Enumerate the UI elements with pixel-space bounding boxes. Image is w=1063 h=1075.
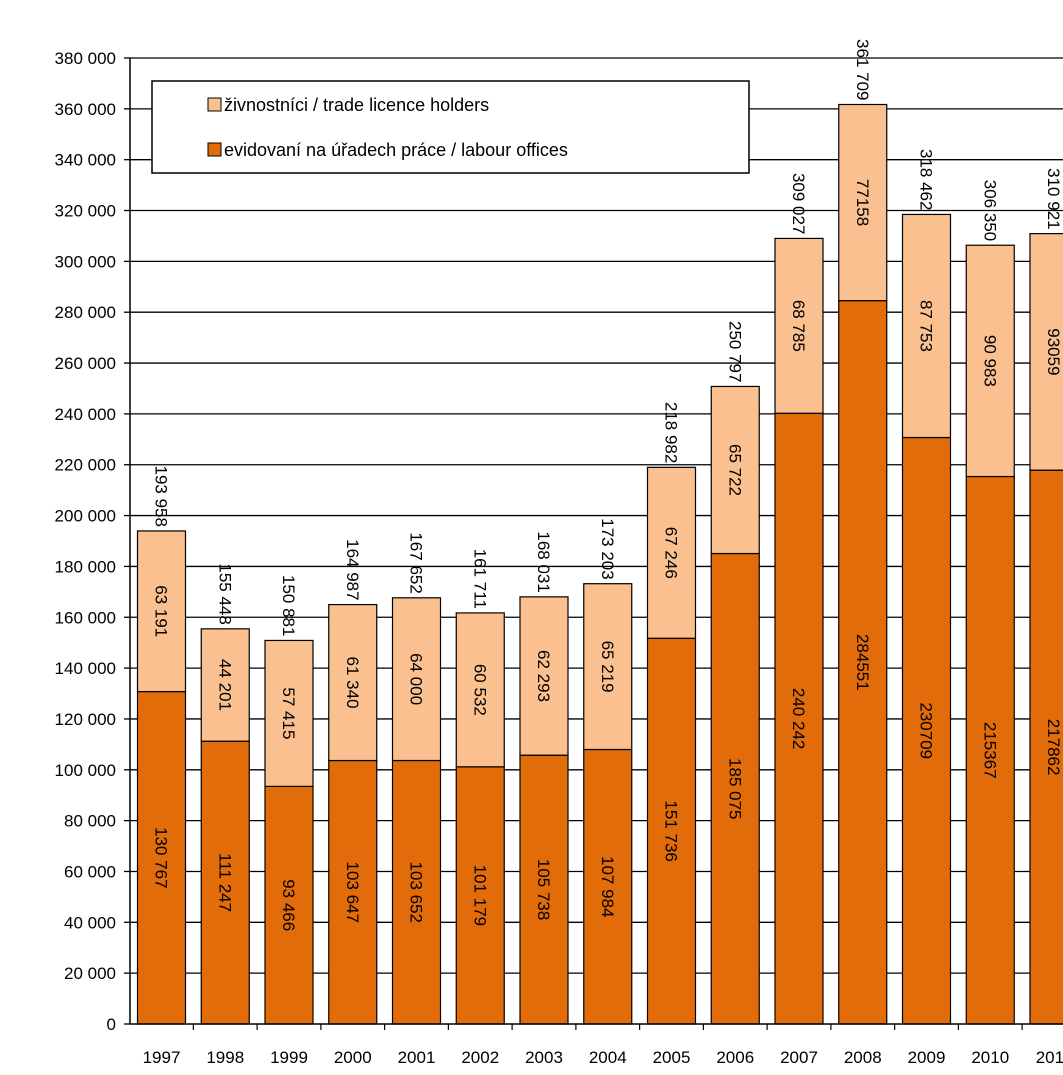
label-total-2002: 161 711 [470,549,489,609]
label-total-1998: 155 448 [215,563,234,624]
y-tick-label: 120 000 [55,710,116,729]
label-labour-offices-2004: 107 984 [598,856,617,917]
x-tick-label: 2007 [780,1048,818,1067]
label-total-2006: 250 797 [725,321,744,382]
label-total-2011: 310 921 [1044,168,1063,229]
y-tick-label: 20 000 [64,964,116,983]
label-trade-licence-2008: 77158 [853,179,872,226]
label-total-2009: 318 462 [917,149,936,210]
x-tick-label: 1998 [206,1048,244,1067]
label-labour-offices-2001: 103 652 [407,862,426,923]
y-tick-label: 260 000 [55,354,116,373]
label-labour-offices-1999: 93 466 [279,879,298,931]
label-labour-offices-2009: 230709 [917,702,936,759]
x-tick-label: 1999 [270,1048,308,1067]
label-trade-licence-2006: 65 722 [725,444,744,496]
y-tick-label: 320 000 [55,202,116,221]
x-tick-label: 2000 [334,1048,372,1067]
legend-swatch-trade-licence [208,98,221,111]
label-trade-licence-2004: 65 219 [598,641,617,693]
label-trade-licence-2001: 64 000 [407,653,426,705]
label-labour-offices-2006: 185 075 [725,758,744,819]
y-tick-label: 340 000 [55,151,116,170]
y-tick-label: 60 000 [64,862,116,881]
y-tick-label: 380 000 [55,49,116,68]
label-total-2001: 167 652 [407,532,426,593]
label-total-2003: 168 031 [534,531,553,592]
legend: živnostníci / trade licence holders evid… [152,81,749,173]
label-labour-offices-2003: 105 738 [534,859,553,920]
y-tick-label: 160 000 [55,608,116,627]
x-tick-label: 2004 [589,1048,627,1067]
label-total-2007: 309 027 [789,173,808,234]
label-trade-licence-2011: 93059 [1044,328,1063,375]
label-trade-licence-1999: 57 415 [279,687,298,739]
label-labour-offices-2010: 215367 [980,722,999,779]
y-tick-label: 140 000 [55,659,116,678]
y-tick-label: 240 000 [55,405,116,424]
label-trade-licence-2007: 68 785 [789,300,808,352]
label-total-1997: 193 958 [152,465,171,526]
x-tick-label: 2001 [398,1048,436,1067]
x-tick-label: 2002 [461,1048,499,1067]
x-tick-label: 2010 [971,1048,1009,1067]
legend-label-labour-offices: evidovaní na úřadech práce / labour offi… [224,140,568,160]
y-tick-label: 200 000 [55,507,116,526]
label-total-2000: 164 987 [343,539,362,600]
label-trade-licence-2009: 87 753 [917,300,936,352]
label-total-2010: 306 350 [980,180,999,241]
label-labour-offices-1997: 130 767 [152,827,171,888]
label-trade-licence-1998: 44 201 [215,659,234,711]
label-total-1999: 150 881 [279,575,298,636]
x-tick-label: 1997 [143,1048,181,1067]
label-trade-licence-1997: 63 191 [152,585,171,637]
label-trade-licence-2000: 61 340 [343,657,362,709]
label-total-2004: 173 203 [598,518,617,579]
y-tick-label: 220 000 [55,456,116,475]
legend-label-trade-licence: živnostníci / trade licence holders [224,95,489,115]
y-tick-label: 80 000 [64,812,116,831]
label-trade-licence-2003: 62 293 [534,650,553,702]
y-tick-label: 0 [107,1015,116,1034]
x-tick-label: 2008 [844,1048,882,1067]
label-trade-licence-2010: 90 983 [980,335,999,387]
y-tick-label: 280 000 [55,303,116,322]
label-labour-offices-2002: 101 179 [470,865,489,926]
y-tick-label: 180 000 [55,557,116,576]
label-labour-offices-1998: 111 247 [215,853,234,912]
y-tick-label: 40 000 [64,913,116,932]
label-labour-offices-2011: 217862 [1044,719,1063,776]
label-trade-licence-2002: 60 532 [470,664,489,716]
x-tick-label: 2009 [908,1048,946,1067]
x-tick-label: 2003 [525,1048,563,1067]
label-total-2005: 218 982 [662,402,681,463]
y-tick-label: 300 000 [55,252,116,271]
label-labour-offices-2000: 103 647 [343,862,362,923]
x-tick-label: 2005 [653,1048,691,1067]
legend-swatch-labour-offices [208,143,221,156]
label-labour-offices-2007: 240 242 [789,688,808,749]
y-tick-label: 360 000 [55,100,116,119]
y-tick-label: 100 000 [55,761,116,780]
label-labour-offices-2008: 284551 [853,634,872,691]
label-labour-offices-2005: 151 736 [662,800,681,861]
x-tick-label: 2006 [716,1048,754,1067]
label-total-2008: 361 709 [853,39,872,100]
label-trade-licence-2005: 67 246 [662,527,681,579]
